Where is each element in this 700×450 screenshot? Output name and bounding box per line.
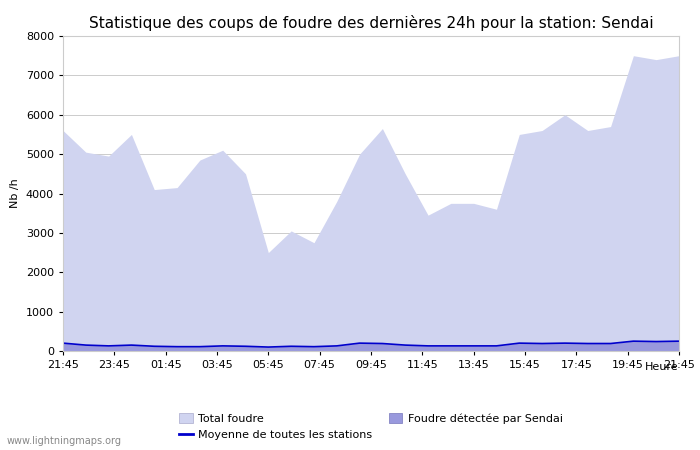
Text: www.lightningmaps.org: www.lightningmaps.org: [7, 436, 122, 446]
Legend: Total foudre, Moyenne de toutes les stations, Foudre détectée par Sendai: Total foudre, Moyenne de toutes les stat…: [179, 413, 563, 440]
Y-axis label: Nb /h: Nb /h: [10, 179, 20, 208]
Text: Heure: Heure: [645, 362, 679, 372]
Title: Statistique des coups de foudre des dernières 24h pour la station: Sendai: Statistique des coups de foudre des dern…: [89, 15, 653, 31]
